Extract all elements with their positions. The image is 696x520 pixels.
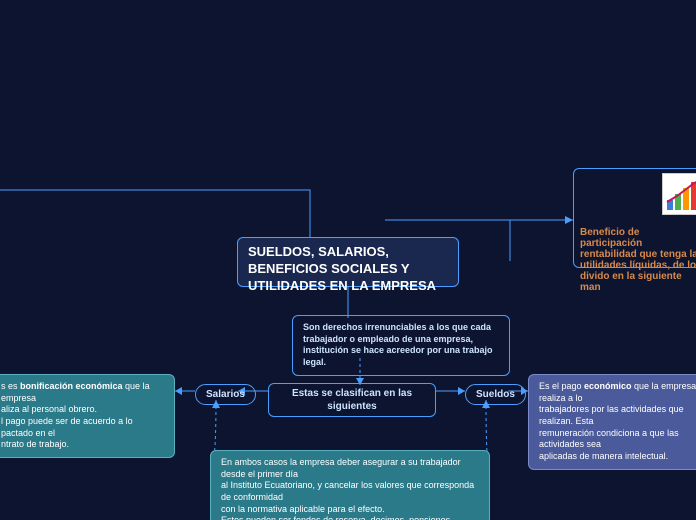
sueldos-desc: Es el pago económico que la empresa real… [528, 374, 696, 470]
rights-text: Son derechos irrenunciables a los que ca… [303, 322, 493, 367]
salarios-label: Salarios [195, 384, 256, 405]
sueldos-label: Sueldos [465, 384, 526, 405]
chart-icon [662, 173, 696, 215]
rights-node: Son derechos irrenunciables a los que ca… [292, 315, 510, 376]
classify-text: Estas se clasifican en las siguientes [292, 388, 412, 412]
mindmap-canvas: SUELDOS, SALARIOS, BENEFICIOS SOCIALES Y… [0, 0, 696, 520]
center-title: SUELDOS, SALARIOS, BENEFICIOS SOCIALES Y… [248, 244, 436, 293]
bottom-note: En ambos casos la empresa deber asegurar… [210, 450, 490, 520]
benefit-node: Beneficio de participación rentabilidad … [573, 168, 696, 268]
center-node: SUELDOS, SALARIOS, BENEFICIOS SOCIALES Y… [237, 237, 459, 287]
salarios-desc: s es bonificación económica que la empre… [0, 374, 175, 458]
classify-node: Estas se clasifican en las siguientes [268, 383, 436, 417]
